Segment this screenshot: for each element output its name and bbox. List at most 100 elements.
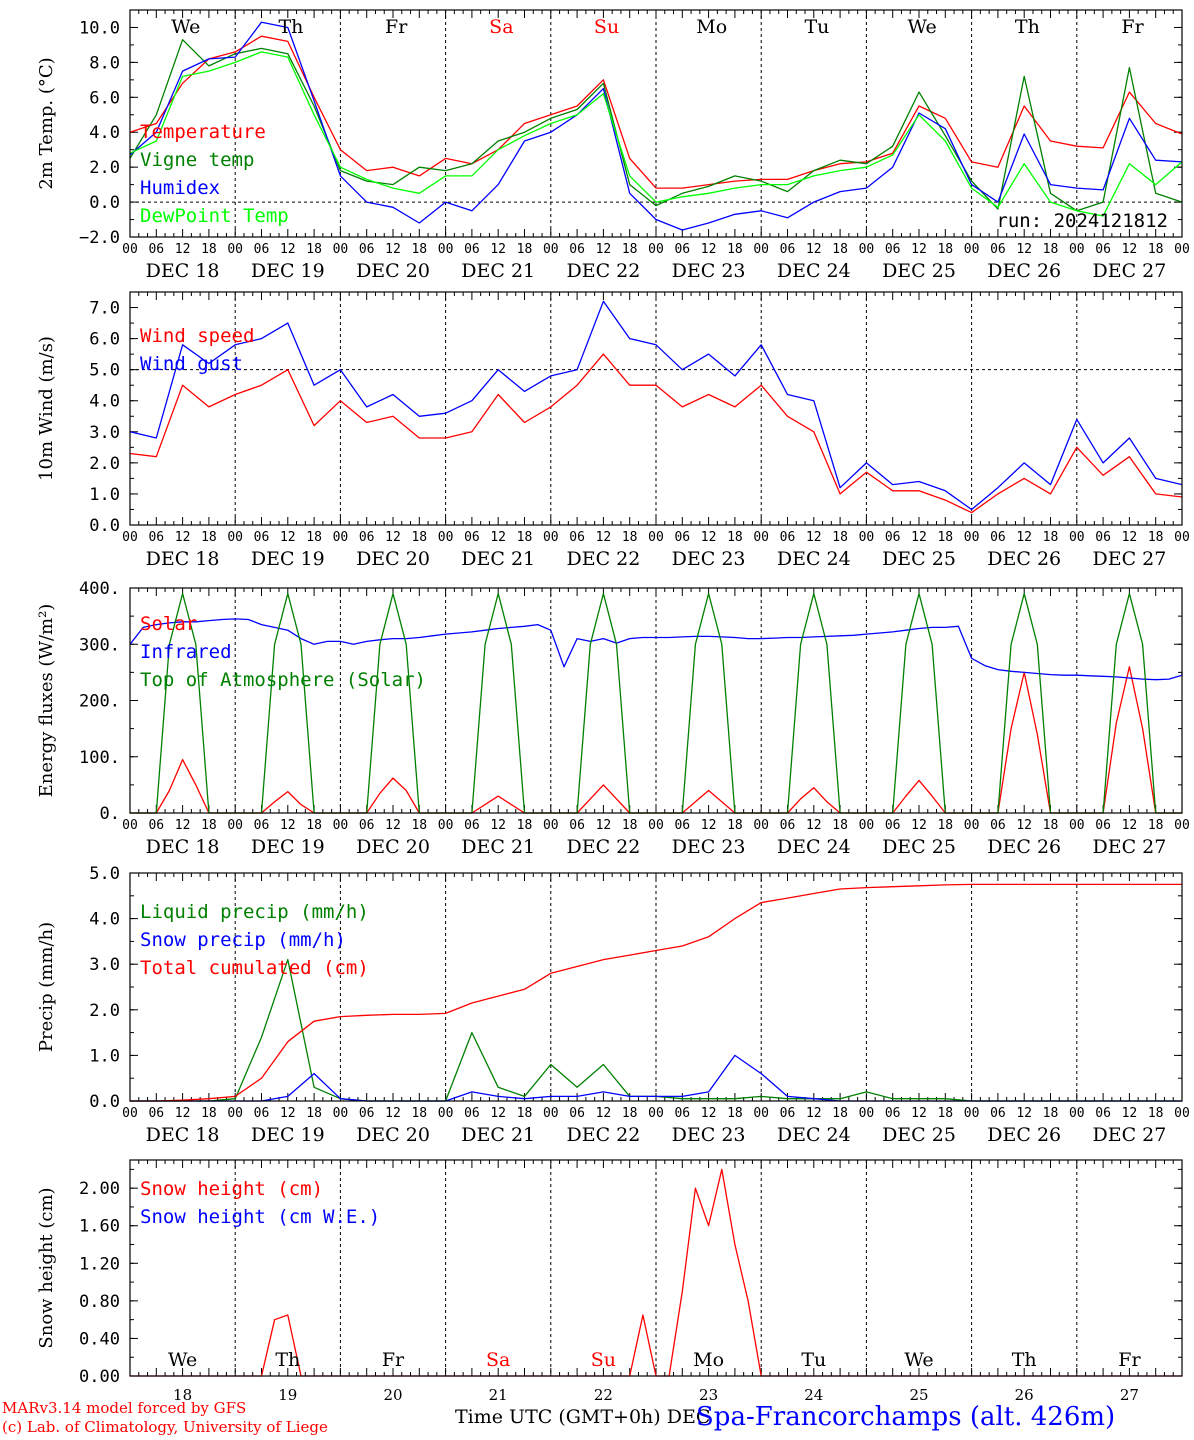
y-tick-label: 0.0 — [89, 1092, 120, 1112]
x-hour-label: 06 — [885, 242, 901, 257]
chart-panel-4: 0.0 1.0 2.0 3.0 4.0 5.0 Precip (mm/h) Liquid pr… — [36, 864, 1190, 1146]
x-date-label: DEC 27 — [1092, 260, 1166, 282]
day-number-label: 24 — [804, 1386, 823, 1404]
x-hour-label: 18 — [201, 530, 217, 545]
x-hour-label: 00 — [122, 818, 138, 833]
x-date-label: DEC 25 — [882, 836, 956, 858]
weekday-label: We — [171, 16, 200, 38]
x-hour-label: 06 — [148, 530, 164, 545]
y-tick-label: 7.0 — [89, 299, 120, 319]
x-date-label: DEC 26 — [987, 1124, 1061, 1146]
credit-line-lab: (c) Lab. of Climatology, University of L… — [2, 1418, 328, 1436]
x-date-label: DEC 20 — [356, 1124, 430, 1146]
x-hour-label: 12 — [175, 242, 191, 257]
x-date-label: DEC 22 — [566, 548, 640, 570]
x-hour-label: 12 — [1016, 818, 1032, 833]
x-hour-label: 06 — [780, 1106, 796, 1121]
weekday-label: Su — [594, 16, 619, 38]
x-hour-label: 06 — [254, 242, 270, 257]
x-hour-label: 00 — [753, 818, 769, 833]
x-date-label: DEC 18 — [146, 836, 220, 858]
x-hour-label: 00 — [964, 530, 980, 545]
x-hour-label: 06 — [569, 818, 585, 833]
x-date-label: DEC 20 — [356, 836, 430, 858]
x-hour-label: 12 — [596, 818, 612, 833]
y-tick-label: 200. — [79, 692, 120, 712]
x-hour-label: 12 — [1016, 242, 1032, 257]
x-hour-label: 12 — [911, 530, 927, 545]
x-hour-label: 18 — [727, 818, 743, 833]
x-hour-label: 00 — [333, 818, 349, 833]
x-hour-label: 06 — [780, 242, 796, 257]
x-hour-label: 12 — [1122, 242, 1138, 257]
x-date-label: DEC 24 — [777, 836, 851, 858]
x-hour-label: 06 — [148, 242, 164, 257]
x-hour-label: 00 — [859, 242, 875, 257]
x-hour-label: 18 — [1148, 1106, 1164, 1121]
chart-panel-3: 0. 100. 200. 300. 400. Energy fluxes (W/m²) So… — [36, 579, 1190, 858]
x-hour-label: 18 — [1043, 530, 1059, 545]
x-hour-label: 06 — [780, 818, 796, 833]
x-hour-label: 12 — [280, 530, 296, 545]
legend-entry: Infrared — [140, 641, 232, 663]
model-credit: MARv3.14 model forced by GFS (c) Lab. of… — [2, 1399, 328, 1437]
y-tick-label: 3.0 — [89, 955, 120, 975]
run-annotation: run: 2024121812 — [996, 210, 1168, 232]
x-hour-label: 18 — [517, 242, 533, 257]
x-hour-label: 00 — [227, 242, 243, 257]
x-hour-label: 18 — [1148, 530, 1164, 545]
weekday-label: Fr — [385, 16, 408, 38]
legend-entry: Snow height (cm W.E.) — [140, 1206, 380, 1228]
weekday-label: Sa — [486, 1349, 510, 1371]
x-date-label: DEC 22 — [566, 836, 640, 858]
x-hour-label: 18 — [622, 818, 638, 833]
x-hour-label: 00 — [438, 242, 454, 257]
series-line — [129, 300, 1183, 511]
x-hour-label: 00 — [859, 818, 875, 833]
x-hour-label: 00 — [753, 530, 769, 545]
x-hour-label: 12 — [806, 818, 822, 833]
day-number-label: 23 — [699, 1386, 718, 1404]
x-hour-label: 18 — [411, 530, 427, 545]
x-hour-label: 12 — [806, 530, 822, 545]
y-tick-label: 0.0 — [89, 516, 120, 536]
weekday-label: Tu — [801, 1349, 826, 1371]
y-tick-label: 10.0 — [79, 18, 120, 38]
x-date-label: DEC 18 — [146, 260, 220, 282]
x-hour-label: 00 — [1069, 530, 1085, 545]
y-tick-label: 2.0 — [89, 1001, 120, 1021]
x-date-label: DEC 27 — [1092, 1124, 1166, 1146]
x-hour-label: 00 — [438, 818, 454, 833]
series-line — [130, 883, 1182, 1102]
x-hour-label: 12 — [701, 818, 717, 833]
x-hour-label: 00 — [1069, 242, 1085, 257]
x-hour-label: 06 — [569, 1106, 585, 1121]
x-hour-label: 12 — [385, 818, 401, 833]
x-date-label: DEC 27 — [1092, 836, 1166, 858]
legend-entry: Snow height (cm) — [140, 1178, 323, 1200]
x-hour-label: 18 — [411, 1106, 427, 1121]
x-date-label: DEC 22 — [566, 1124, 640, 1146]
day-number-label: 26 — [1015, 1386, 1034, 1404]
x-hour-label: 18 — [411, 242, 427, 257]
weekday-label: Fr — [382, 1349, 405, 1371]
x-hour-label: 00 — [964, 1106, 980, 1121]
y-tick-label: 1.0 — [89, 1046, 120, 1066]
legend-entry: Top of Atmosphere (Solar) — [140, 669, 426, 691]
y-tick-label: 6.0 — [89, 88, 120, 108]
y-tick-label: 3.0 — [89, 423, 120, 443]
x-hour-label: 00 — [227, 530, 243, 545]
x-hour-label: 12 — [490, 242, 506, 257]
x-hour-label: 00 — [543, 818, 559, 833]
x-hour-label: 00 — [438, 1106, 454, 1121]
weekday-label: Sa — [489, 16, 513, 38]
x-hour-label: 00 — [1174, 242, 1190, 257]
x-hour-label: 06 — [254, 530, 270, 545]
x-hour-label: 06 — [254, 1106, 270, 1121]
series-line — [129, 21, 1183, 231]
x-date-label: DEC 21 — [461, 548, 535, 570]
time-axis-label: Time UTC (GMT+0h) DEC — [455, 1406, 711, 1428]
credit-line-model: MARv3.14 model forced by GFS — [2, 1399, 247, 1417]
x-hour-label: 18 — [1148, 242, 1164, 257]
